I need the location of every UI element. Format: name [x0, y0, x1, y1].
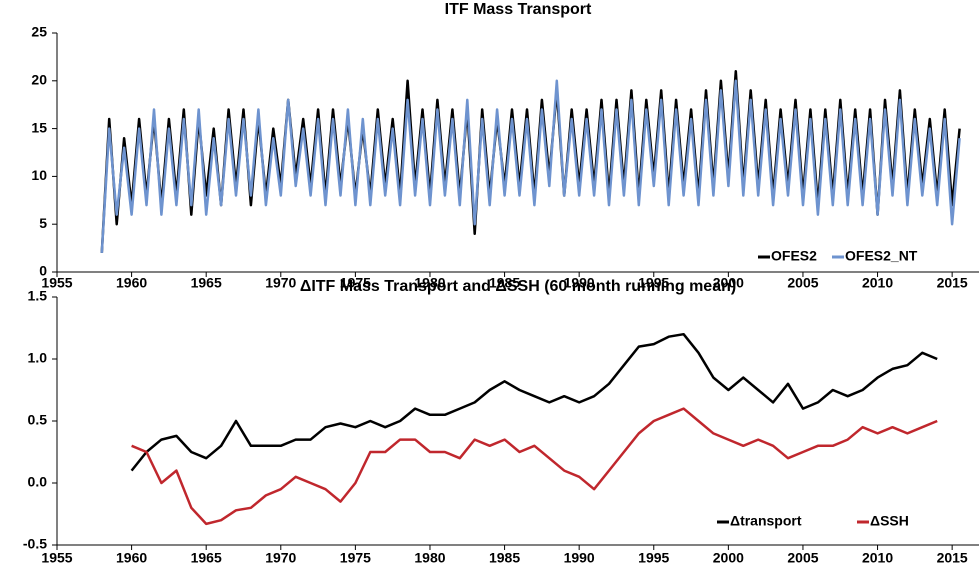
chart-title: ITF Mass Transport — [445, 1, 592, 18]
x-tick-label: 1980 — [414, 275, 445, 291]
chart-title: ΔITF Mass Transport and ΔSSH (60 month r… — [300, 278, 736, 295]
legend-label: OFES2_NT — [845, 248, 918, 264]
y-tick-label: 1.0 — [28, 350, 48, 366]
x-tick-label: 1995 — [638, 550, 669, 566]
series-line — [100, 79, 961, 253]
x-tick-label: 2015 — [937, 550, 968, 566]
x-tick-label: 1965 — [191, 550, 222, 566]
y-tick-label: -0.5 — [23, 536, 47, 552]
x-tick-label: 1955 — [41, 550, 72, 566]
y-tick-label: 0.0 — [28, 474, 48, 490]
x-tick-label: 1975 — [340, 550, 371, 566]
y-tick-label: 20 — [31, 72, 47, 88]
x-tick-label: 1995 — [638, 275, 669, 291]
x-tick-label: 2005 — [787, 550, 818, 566]
x-tick-label: 2005 — [787, 275, 818, 291]
y-tick-label: 5 — [39, 215, 47, 231]
x-tick-label: 1960 — [116, 275, 147, 291]
series-line — [130, 332, 938, 472]
x-tick-label: 1965 — [191, 275, 222, 291]
legend-label: OFES2 — [771, 248, 817, 264]
y-tick-label: 10 — [31, 167, 47, 183]
y-tick-label: 15 — [31, 119, 47, 135]
x-tick-label: 1970 — [265, 550, 296, 566]
legend-label: Δtransport — [730, 513, 802, 529]
y-tick-label: 0 — [39, 263, 47, 279]
x-tick-label: 2010 — [862, 550, 893, 566]
x-tick-label: 1980 — [414, 550, 445, 566]
x-tick-label: 2000 — [713, 275, 744, 291]
y-tick-label: 1.5 — [28, 288, 48, 304]
x-tick-label: 1960 — [116, 550, 147, 566]
x-tick-label: 1990 — [564, 550, 595, 566]
x-tick-label: 1970 — [265, 275, 296, 291]
x-tick-label: 1985 — [489, 275, 520, 291]
y-tick-label: 0.5 — [28, 412, 48, 428]
x-tick-label: 1990 — [564, 275, 595, 291]
x-tick-label: 1955 — [41, 275, 72, 291]
legend-label: ΔSSH — [870, 513, 909, 529]
x-tick-label: 2015 — [937, 275, 968, 291]
x-tick-label: 1975 — [340, 275, 371, 291]
series-line — [131, 407, 938, 526]
x-tick-label: 2010 — [862, 275, 893, 291]
y-tick-label: 25 — [31, 24, 47, 40]
x-tick-label: 2000 — [713, 550, 744, 566]
x-tick-label: 1985 — [489, 550, 520, 566]
